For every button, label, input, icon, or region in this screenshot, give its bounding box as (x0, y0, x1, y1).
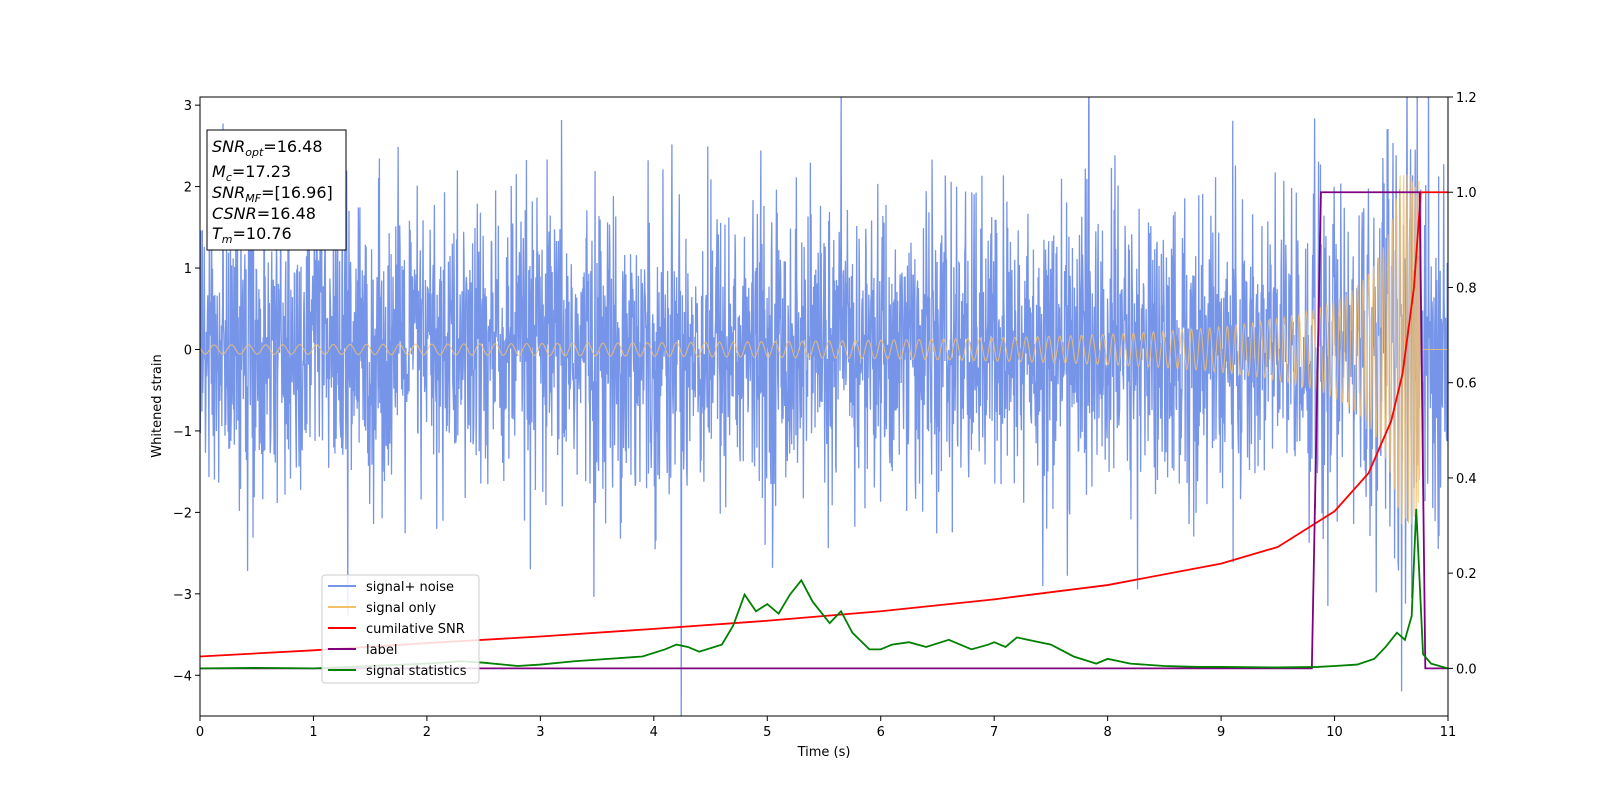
x-tick-label: 0 (196, 725, 204, 740)
y-right-tick-label: 0.0 (1456, 662, 1477, 677)
y-right-tick-label: 1.0 (1456, 186, 1477, 201)
info-snr-opt: SNRopt=16.48 (212, 137, 323, 159)
series-label (200, 191, 1448, 670)
info-box-frame (206, 129, 347, 251)
series-cumulative-snr (200, 191, 1448, 658)
x-tick-label: 3 (536, 725, 544, 740)
y-tick-label: 0 (184, 343, 192, 358)
y-axis-label: Whitened strain (150, 354, 165, 457)
x-tick-label: 2 (423, 725, 431, 740)
legend-label-signal-only: signal only (366, 601, 436, 616)
plot-frame (199, 96, 1449, 717)
y-right-tick-label: 0.4 (1456, 472, 1477, 487)
legend: signal+ noise signal only cumilative SNR… (321, 574, 480, 684)
legend-label-cumulative-snr: cumilative SNR (366, 622, 465, 637)
series-signal-only (200, 174, 1448, 525)
x-tick-label: 4 (650, 725, 658, 740)
x-tick-label: 8 (1103, 725, 1111, 740)
x-tick-label: 6 (877, 725, 885, 740)
legend-label-label: label (366, 643, 397, 658)
y-right-tick-label: 0.2 (1456, 567, 1477, 582)
legend-label-signal-statistics: signal statistics (366, 664, 467, 679)
y-tick-label: 1 (184, 262, 192, 277)
x-tick-label: 11 (1440, 725, 1457, 740)
y-right-tick-label: 0.8 (1456, 281, 1477, 296)
legend-label-signal-noise: signal+ noise (366, 580, 454, 595)
info-csnr: CSNR=16.48 (212, 204, 316, 223)
x-tick-label: 7 (990, 725, 998, 740)
info-box: SNRopt=16.48 Mc=17.23 SNRMF=[16.96] CSNR… (206, 129, 347, 251)
info-snr-mf: SNRMF=[16.96] (212, 183, 333, 205)
y-tick-label: −1 (173, 425, 192, 440)
y-right-tick-label: 1.2 (1456, 91, 1477, 106)
series-signal-statistics (200, 508, 1448, 670)
info-tm: Tm=10.76 (212, 224, 292, 246)
x-tick-label: 1 (309, 725, 317, 740)
x-tick-label: 10 (1326, 725, 1343, 740)
y-tick-label: −4 (173, 669, 192, 684)
info-mc: Mc=17.23 (212, 162, 291, 184)
y-tick-label: 2 (184, 181, 192, 196)
legend-frame (321, 574, 480, 684)
x-tick-label: 5 (763, 725, 771, 740)
y-right-tick-label: 0.6 (1456, 377, 1477, 392)
y-tick-label: −3 (173, 588, 192, 603)
y-tick-label: 3 (184, 99, 192, 114)
y-tick-label: −2 (173, 506, 192, 521)
x-axis-label: Time (s) (797, 745, 851, 760)
x-tick-label: 9 (1217, 725, 1225, 740)
series-signal-noise (200, 97, 1448, 716)
